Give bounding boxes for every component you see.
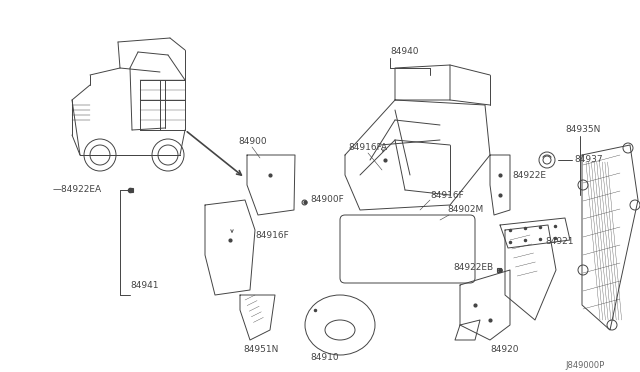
Text: 84916F: 84916F	[430, 190, 464, 199]
Text: 84910: 84910	[310, 353, 339, 362]
Text: 84900F: 84900F	[310, 196, 344, 205]
Text: 84921: 84921	[545, 237, 573, 247]
Text: 84937: 84937	[574, 155, 603, 164]
Text: 84916F: 84916F	[255, 231, 289, 240]
Text: 84900: 84900	[238, 138, 267, 147]
Text: 84902M: 84902M	[447, 205, 483, 215]
Text: 84922E: 84922E	[512, 170, 546, 180]
Text: 84940: 84940	[390, 48, 419, 57]
Text: 84916FA: 84916FA	[348, 144, 387, 153]
Text: —84922EA: —84922EA	[53, 186, 102, 195]
Text: 84935N: 84935N	[565, 125, 600, 135]
Text: 84941: 84941	[130, 280, 159, 289]
Text: 84951N: 84951N	[243, 346, 278, 355]
Text: 84920: 84920	[490, 346, 518, 355]
Text: 84922EB: 84922EB	[453, 263, 493, 273]
Text: J849000P: J849000P	[565, 360, 604, 369]
